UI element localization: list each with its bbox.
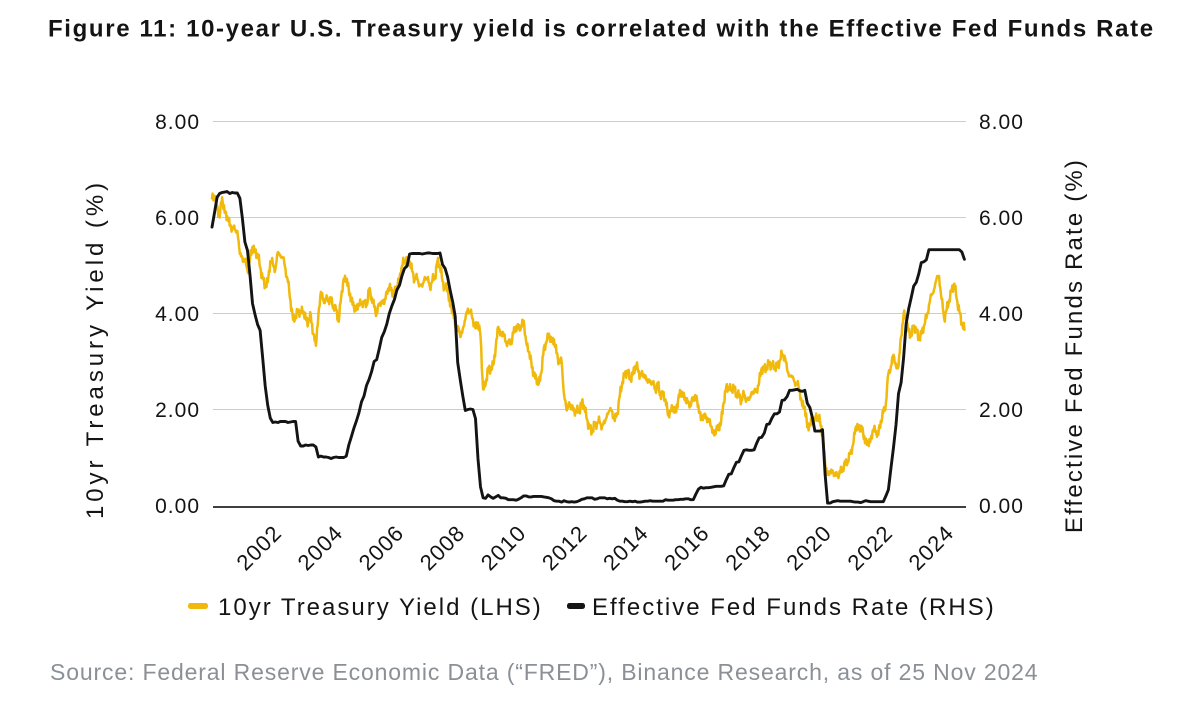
svg-text:2.00: 2.00	[155, 399, 200, 422]
svg-text:10yr Treasury Yield (%): 10yr Treasury Yield (%)	[82, 179, 109, 519]
svg-text:10yr Treasury Yield (LHS): 10yr Treasury Yield (LHS)	[218, 594, 543, 621]
svg-text:4.00: 4.00	[155, 303, 200, 326]
svg-text:2.00: 2.00	[979, 399, 1024, 422]
svg-text:8.00: 8.00	[979, 111, 1024, 134]
svg-text:8.00: 8.00	[155, 111, 200, 134]
svg-text:Source: Federal Reserve Econom: Source: Federal Reserve Economic Data (“…	[50, 659, 1038, 685]
svg-text:6.00: 6.00	[155, 207, 200, 230]
svg-text:Effective Fed Funds Rate (%): Effective Fed Funds Rate (%)	[1061, 158, 1088, 533]
svg-text:Figure 11: 10-year U.S. Treasu: Figure 11: 10-year U.S. Treasury yield i…	[48, 16, 1155, 43]
svg-text:0.00: 0.00	[155, 495, 200, 518]
svg-text:0.00: 0.00	[979, 495, 1024, 518]
svg-text:6.00: 6.00	[979, 207, 1024, 230]
svg-text:Effective Fed Funds Rate (RHS): Effective Fed Funds Rate (RHS)	[592, 594, 996, 621]
svg-text:4.00: 4.00	[979, 303, 1024, 326]
